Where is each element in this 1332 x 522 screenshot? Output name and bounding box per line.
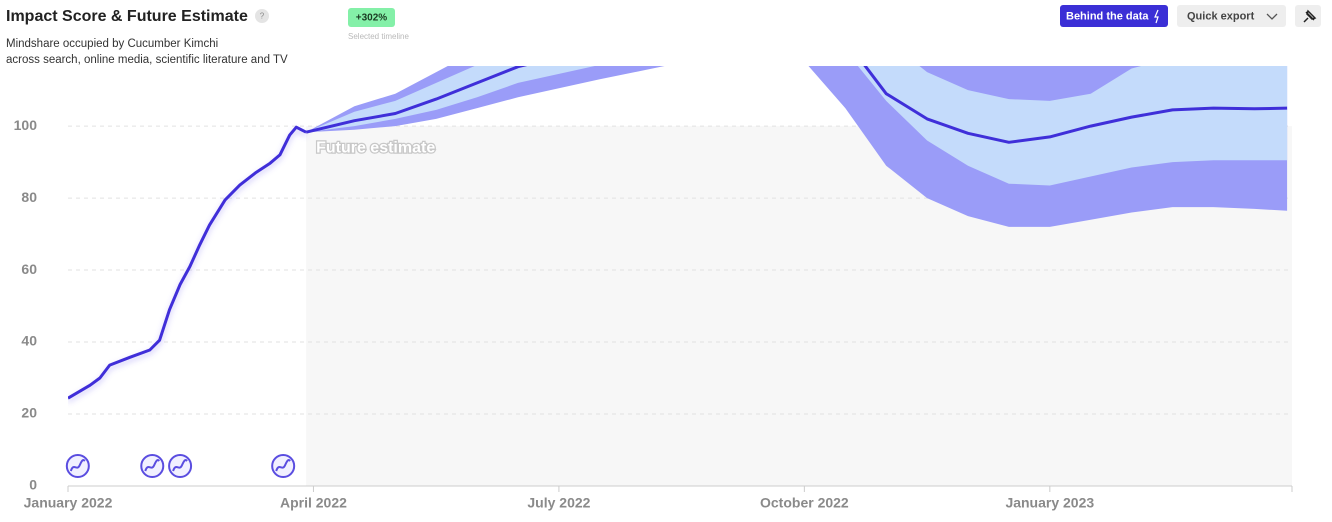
y-tick-label: 40: [21, 333, 37, 349]
event-circle: [140, 454, 165, 478]
subtitle: Mindshare occupied by Cucumber Kimchi: [6, 38, 218, 50]
help-icon[interactable]: [255, 9, 269, 23]
event-marker[interactable]: [168, 454, 193, 478]
badge-caption: Selected timeline: [348, 32, 409, 41]
event-circle: [168, 454, 193, 478]
x-tick-label: January 2023: [1005, 495, 1094, 511]
export-button[interactable]: [1177, 5, 1286, 27]
x-tick-label: October 2022: [760, 495, 849, 511]
button-label[interactable]: Behind the data: [1066, 10, 1149, 22]
y-tick-label: 100: [14, 117, 38, 133]
subtitle: across search, online media, scientific …: [6, 54, 288, 66]
event-icon: [275, 458, 291, 472]
y-tick-label: 0: [29, 477, 37, 493]
x-tick-label: January 2022: [24, 495, 113, 511]
axes: 0 20 40 60 80 100 Future estimate January 2022 A…: [14, 117, 1293, 511]
history-line: [68, 125, 307, 400]
event-marker[interactable]: [271, 454, 296, 478]
event-marker[interactable]: [65, 454, 90, 478]
event-marker[interactable]: [140, 454, 165, 478]
y-tick-label: 80: [21, 189, 37, 205]
x-tick-label: April 2022: [280, 495, 347, 511]
help-text[interactable]: ?: [260, 12, 265, 21]
badge: [348, 8, 395, 27]
event-icon: [144, 458, 160, 472]
chevron-icon[interactable]: [1266, 13, 1278, 20]
pin-icon[interactable]: [1303, 9, 1317, 23]
event-circle: [65, 454, 90, 478]
y-tick-label: 20: [21, 405, 37, 421]
y-tick-label: 60: [21, 261, 37, 277]
behind-data-button[interactable]: [1060, 5, 1168, 27]
event-icon: [69, 458, 86, 472]
inner-band: [306, 66, 1288, 186]
bolt-icon[interactable]: [1154, 9, 1159, 24]
event-icon: [172, 458, 188, 472]
forecast-median: [305, 66, 1288, 144]
button-label[interactable]: Quick export: [1187, 10, 1255, 22]
event-circle: [271, 454, 296, 478]
annotation: Future estimate: [316, 139, 435, 156]
badge-text: +302%: [356, 13, 388, 24]
chart-title: Impact Score & Future Estimate: [6, 8, 248, 25]
x-tick-label: July 2022: [527, 495, 590, 511]
plot-area: [68, 66, 1292, 486]
